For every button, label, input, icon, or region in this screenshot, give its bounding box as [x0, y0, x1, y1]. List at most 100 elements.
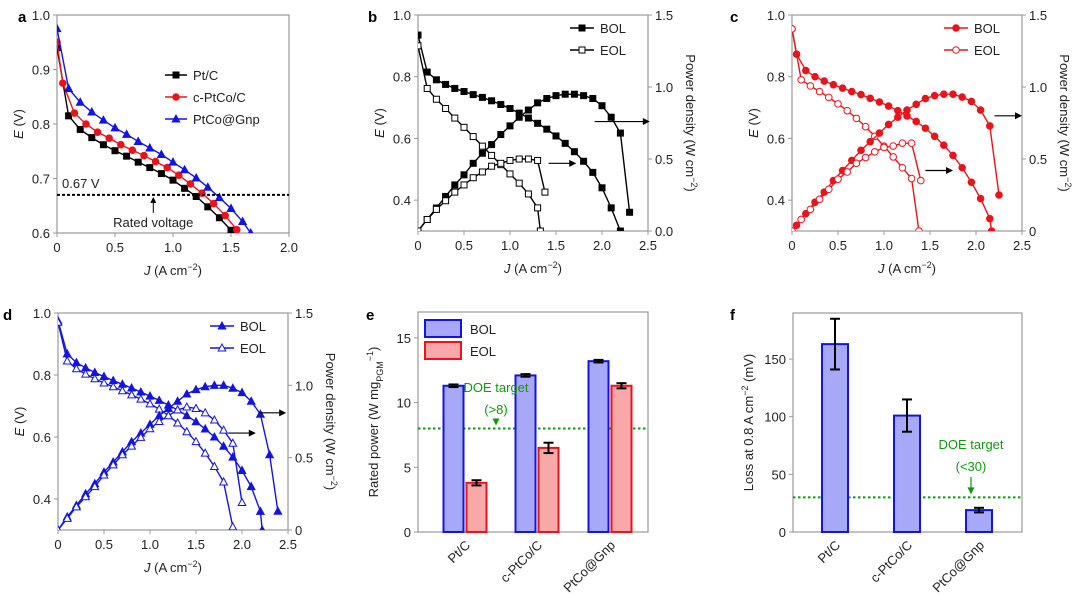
data-point [140, 151, 148, 160]
data-point [806, 82, 815, 90]
data-point [62, 513, 72, 522]
data-point [200, 448, 210, 457]
y-axis-label-part: (V) [11, 109, 26, 130]
data-point [264, 449, 275, 459]
data-point [995, 191, 1003, 199]
data-point [423, 84, 431, 92]
data-point [515, 113, 523, 121]
bar-eol [465, 481, 488, 533]
data-point [570, 90, 578, 98]
arrow-head-icon [150, 196, 157, 203]
y2-tick-label: 1.0 [295, 378, 313, 393]
data-point [976, 194, 985, 203]
y2-tick-label: 0 [295, 523, 302, 538]
data-point [921, 94, 930, 103]
data-point [907, 139, 916, 147]
data-point [834, 100, 842, 108]
x-tick-label: 2.5 [1013, 238, 1031, 253]
data-point [99, 141, 107, 149]
data-point [838, 84, 847, 92]
bar-loss [821, 343, 849, 534]
panel-letter: e [366, 307, 374, 324]
data-point [451, 114, 459, 122]
legend-label: BOL [240, 319, 266, 334]
data-point [930, 132, 939, 141]
data-point [534, 99, 542, 107]
data-point [65, 112, 73, 120]
data-point [497, 131, 505, 139]
data-point [93, 128, 102, 136]
data-point [524, 106, 532, 114]
y2-tick-label: 0.5 [295, 451, 313, 466]
data-point [154, 416, 164, 425]
data-point [607, 204, 615, 212]
data-point [898, 163, 907, 172]
data-point [98, 115, 109, 124]
x-tick-label: 2.0 [233, 537, 251, 552]
data-point [255, 409, 266, 418]
data-point [917, 176, 925, 185]
data-point [126, 389, 137, 399]
data-point [80, 491, 91, 501]
data-point [930, 91, 939, 100]
data-point [71, 501, 82, 511]
data-point [894, 113, 902, 122]
data-point [949, 90, 957, 98]
data-point [200, 381, 210, 391]
legend-marker [578, 24, 586, 32]
panel-letter: f [730, 307, 736, 324]
data-point [598, 102, 606, 110]
plot-frame [417, 14, 649, 232]
data-point [598, 184, 606, 192]
y2-tick-label: 0.5 [655, 152, 673, 167]
bar-bol [514, 374, 537, 534]
y-tick-label: 0.6 [393, 131, 411, 146]
data-point [88, 134, 96, 142]
data-point [871, 148, 879, 156]
data-point [128, 146, 137, 154]
data-point [986, 122, 994, 130]
x-axis-label-part: (A cm [151, 560, 188, 575]
data-point [442, 197, 450, 205]
panel-b: b 0 0.5 1.0 1.5 2.0 2.5 0.4 0.6 0.8 1.0 0.0 0.5 1.0 1.… [368, 8, 699, 276]
data-point [825, 93, 833, 102]
data-point [221, 211, 229, 220]
legend-marker [171, 113, 181, 123]
data-point [246, 396, 256, 405]
data-point [967, 178, 976, 187]
data-point [182, 410, 192, 420]
data-point [949, 151, 957, 160]
panel-e: e 0 5 10 15 Rated power (W mgPGM−1) Pt/C c-PtCo… [365, 307, 649, 595]
x-tick-label: 1.5 [547, 238, 565, 253]
data-point [884, 102, 893, 110]
data-point [172, 404, 183, 414]
data-point [117, 449, 128, 459]
data-point [875, 98, 884, 106]
panel-c: c 0 0.5 1.0 1.5 2.0 2.5 0.4 0.6 0.8 1.0 0 0.5 1.0 1.5 P… [730, 8, 1073, 276]
x-axis-label-part: −2 [187, 559, 197, 569]
legend-marker [217, 320, 227, 330]
legend-item: Pt/C [165, 68, 218, 83]
data-point [163, 410, 174, 420]
data-point [175, 171, 183, 180]
data-point [506, 156, 514, 164]
x-axis-label-part: (A cm [511, 261, 548, 276]
legend-swatch [424, 319, 462, 338]
data-point [488, 97, 496, 105]
data-point [145, 398, 155, 408]
legend-label: c-PtCo/C [193, 90, 246, 105]
data-point [478, 149, 486, 157]
data-point [889, 142, 898, 150]
data-point [820, 77, 829, 85]
arrow-head-icon [492, 418, 500, 426]
panel-letter: a [18, 9, 27, 26]
y2-tick-label: 1.5 [655, 8, 673, 23]
data-point [169, 176, 177, 184]
y-tick-label: 0 [404, 525, 411, 540]
doe-target-label: DOE target [938, 437, 1003, 452]
data-point [259, 524, 265, 530]
data-point [589, 168, 597, 176]
data-point [524, 155, 532, 163]
data-point [806, 205, 815, 214]
